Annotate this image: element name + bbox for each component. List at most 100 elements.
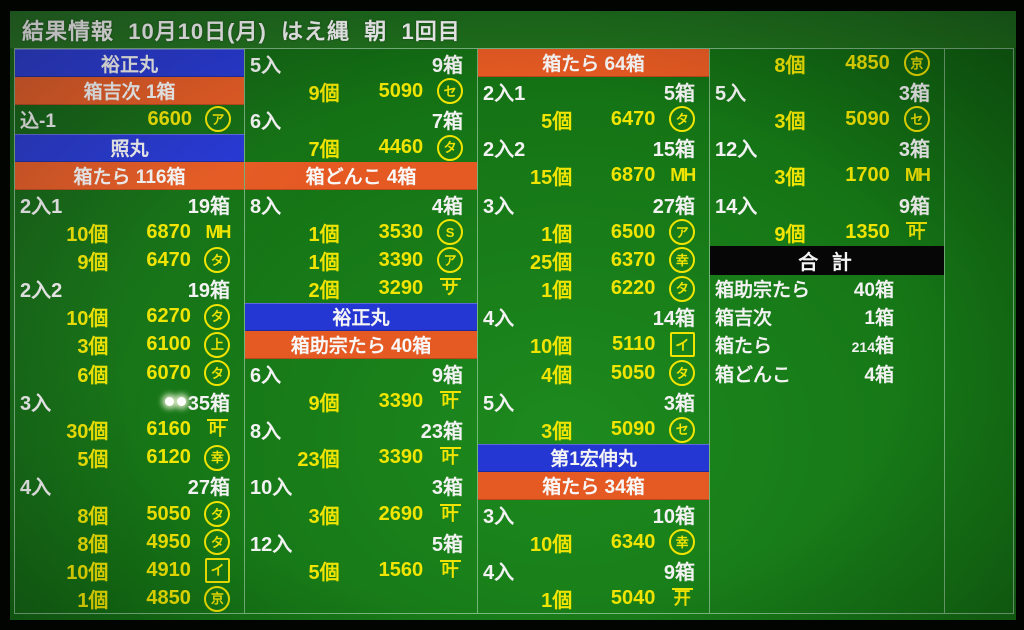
buyer-mark-cell: 叶: [423, 447, 477, 468]
results-grid: 裕正丸 箱吉次 1箱 込-1 6600 ア照丸 箱たら 116箱 2入1 19箱 10個 6870…: [14, 48, 1014, 614]
buyer-mark-cell: MH: [191, 222, 244, 243]
glare-dot: [176, 396, 186, 406]
total-item-number: 4: [864, 364, 875, 386]
buyer-mark-circle-icon: タ: [204, 501, 231, 528]
price: 3390: [378, 446, 424, 469]
detail-row: 3個 5090 セ: [710, 105, 944, 133]
buyer-mark-cell: 幸: [191, 444, 244, 471]
price: 3290: [378, 277, 424, 300]
buyer-mark-circle-icon: S: [437, 219, 464, 246]
size-row: 12入 5箱: [245, 528, 477, 556]
detail-row: 30個 6160 叶: [15, 415, 244, 443]
lot-name: 箱どんこ 4箱: [305, 166, 417, 188]
detail-row: 9個 6470 タ: [15, 246, 244, 274]
buyer-mark-cell: 京: [890, 50, 944, 77]
buyer-mark-circle-icon: 幸: [204, 444, 231, 471]
pack-size-label: 2入2: [20, 280, 63, 303]
detail-row: 23個 3390 叶: [245, 444, 477, 472]
size-row: 5入 3箱: [478, 387, 709, 415]
results-column-3: 箱たら 64箱 2入1 5箱 5個 6470 タ 2入2 15箱 15個 6870 MH 3入 27箱 1…: [478, 49, 710, 613]
total-item-name: 箱助宗たら: [715, 280, 811, 302]
carryover-label: 込-1: [20, 110, 56, 132]
quantity: 10個: [530, 336, 573, 359]
buyer-mark-circle-icon: 幸: [669, 247, 696, 274]
buyer-mark-cell: イ: [655, 332, 709, 358]
size-row: 8入 23箱: [245, 415, 477, 443]
lot-header-row: 箱どんこ 4箱: [245, 161, 477, 190]
price: 6220: [610, 277, 656, 300]
buyer-mark-cell: サ: [423, 278, 477, 299]
buyer-mark-circle-icon: タ: [204, 303, 231, 330]
box-count: 14箱: [653, 302, 709, 331]
glare-artifact: [164, 396, 186, 406]
detail-row: 1個 3390 ア: [245, 246, 477, 274]
total-row: 箱吉次 1箱: [710, 303, 944, 331]
price: 4950: [146, 530, 191, 553]
buyer-mark-cell: タ: [191, 247, 244, 274]
price: 3390: [378, 389, 424, 412]
size-row: 3入 10箱: [478, 500, 709, 528]
detail-row: 8個 4950 タ: [15, 528, 244, 556]
buyer-mark-cell: タ: [191, 303, 244, 330]
total-item-count: 4箱: [864, 360, 944, 387]
price: 6100: [146, 333, 191, 356]
quantity: 30個: [66, 421, 109, 444]
buyer-mark-circle-icon: 上: [204, 331, 231, 358]
total-row: 箱どんこ 4箱: [710, 359, 944, 387]
ship-header-row: 照丸: [15, 133, 244, 162]
detail-row: 8個 5050 タ: [15, 500, 244, 528]
total-item-number: 1: [864, 308, 875, 330]
quantity: 9個: [308, 82, 340, 105]
price: 5050: [610, 361, 656, 384]
box-count-text: 9箱: [431, 364, 463, 387]
detail-row: 3個 2690 叶: [245, 500, 477, 528]
detail-row: 9個 5090 セ: [245, 77, 477, 105]
box-count-text: 27箱: [187, 477, 230, 500]
buyer-mark-cell: MH: [890, 165, 944, 186]
detail-row: 9個 1350 叶: [710, 218, 944, 246]
quantity: 10個: [66, 308, 109, 331]
quantity: 8個: [77, 505, 109, 528]
box-count: 9箱: [432, 49, 477, 78]
buyer-mark-cell: 叶: [890, 221, 944, 243]
ship-name: 裕正丸: [100, 54, 158, 76]
pack-size-label: 2入1: [20, 195, 63, 218]
price: 6870: [146, 220, 191, 243]
total-row: 箱助宗たら 40箱: [710, 275, 944, 303]
size-row: 14入 9箱: [710, 190, 944, 218]
price: 6470: [610, 107, 656, 130]
detail-row: 10個 6270 タ: [15, 303, 244, 331]
buyer-mark-cell: ア: [655, 219, 709, 246]
detail-row: 3個 6100 上: [15, 331, 244, 359]
size-row: 10入 3箱: [245, 472, 477, 500]
box-count-text: 5箱: [431, 533, 463, 556]
buyer-mark-cell: タ: [191, 501, 244, 528]
pack-size-label: 3入: [483, 195, 515, 218]
size-row: 6入 7箱: [245, 105, 477, 133]
quantity: 5個: [541, 110, 573, 133]
total-item-count: 1箱: [864, 303, 944, 330]
total-item-unit: 箱: [874, 364, 894, 386]
detail-row: 1個 4850 京: [15, 585, 244, 613]
quantity: 1個: [541, 590, 573, 613]
quantity: 10個: [66, 561, 109, 584]
total-item-count: 40箱: [854, 275, 944, 302]
total-item-unit: 箱: [874, 308, 894, 330]
lot-name: 箱たら 116箱: [73, 166, 186, 188]
buyer-mark-box-icon: イ: [204, 557, 230, 583]
price: 6270: [146, 305, 191, 328]
box-count-text: 35箱: [187, 392, 230, 415]
pack-size-label: 14入: [715, 195, 758, 218]
detail-row: 3個 1700 MH: [710, 162, 944, 190]
detail-row: 1個 6500 ア: [478, 218, 709, 246]
detail-row: 4個 5050 タ: [478, 359, 709, 387]
box-count: 4箱: [432, 190, 477, 219]
lot-name: 箱たら 64箱: [542, 54, 645, 76]
page-title: 結果情報 10月10日(月) はえ縄 朝 1回目: [22, 18, 461, 44]
buyer-mark-cell: セ: [423, 78, 477, 105]
pack-size-label: 4入: [483, 561, 515, 584]
buyer-mark-plain-icon: MH: [904, 165, 931, 186]
box-count: 3箱: [899, 133, 944, 162]
size-row: 2入1 5箱: [478, 77, 709, 105]
buyer-mark-plain-icon: MH: [670, 165, 696, 186]
